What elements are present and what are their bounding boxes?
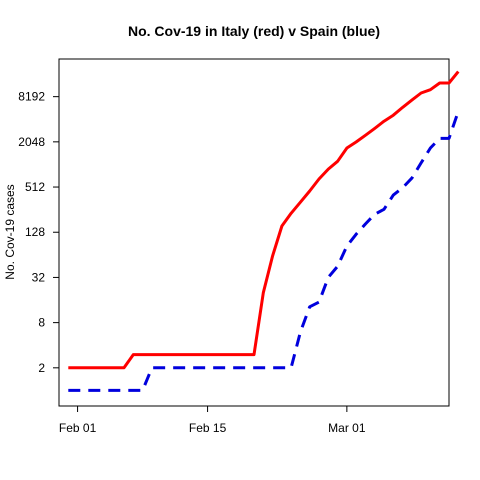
x-tick-label: Mar 01	[328, 421, 366, 435]
x-tick-label: Feb 15	[189, 421, 227, 435]
series-layer	[68, 70, 460, 392]
x-tick-label: Feb 01	[59, 421, 97, 435]
y-axis: 2 8 32 128 512 2048 8192	[18, 90, 59, 375]
y-tick-label: 8192	[18, 90, 45, 104]
series-line-1	[68, 110, 460, 392]
y-tick-label: 32	[32, 270, 46, 284]
chart-title: No. Cov-19 in Italy (red) v Spain (blue)	[128, 23, 380, 39]
series-line-0	[68, 70, 460, 370]
y-tick-label: 8	[38, 316, 45, 330]
y-tick-label: 512	[25, 180, 45, 194]
y-axis-label: No. Cov-19 cases	[3, 184, 17, 279]
x-axis: Feb 01 Feb 15 Mar 01	[59, 406, 366, 435]
y-tick-label: 2048	[18, 135, 45, 149]
y-tick-label: 128	[25, 225, 45, 239]
y-tick-label: 2	[38, 361, 45, 375]
